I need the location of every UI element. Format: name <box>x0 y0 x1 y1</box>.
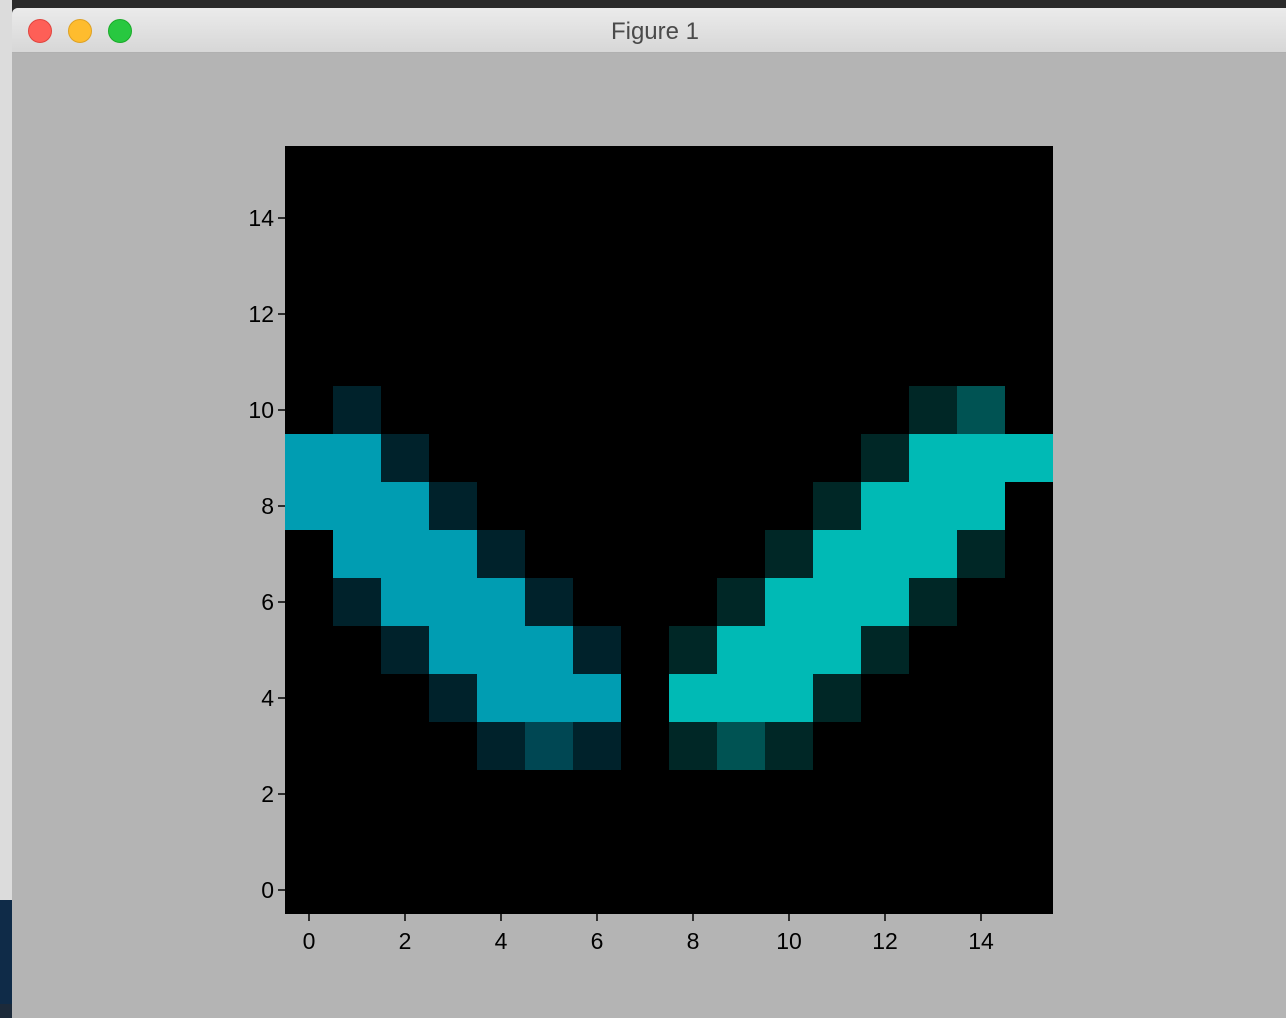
heatmap-cell <box>381 530 429 578</box>
heatmap-cell <box>333 434 381 482</box>
x-tick-label: 8 <box>687 928 700 954</box>
heatmap-cell <box>1005 434 1053 482</box>
y-tick-label: 0 <box>261 877 274 903</box>
heatmap-cell <box>477 722 525 770</box>
heatmap-cell <box>573 722 621 770</box>
heatmap-cell <box>813 530 861 578</box>
heatmap-cell <box>765 530 813 578</box>
heatmap-cell <box>477 578 525 626</box>
heatmap-cell <box>957 482 1005 530</box>
heatmap-cell <box>813 578 861 626</box>
heatmap-cell <box>909 578 957 626</box>
heatmap-cell <box>861 578 909 626</box>
heatmap-cell <box>285 434 333 482</box>
heatmap-cell <box>381 434 429 482</box>
heatmap-cell <box>861 482 909 530</box>
heatmap-cell <box>909 530 957 578</box>
heatmap-cell <box>429 578 477 626</box>
heatmap-cell <box>717 626 765 674</box>
heatmap-cell <box>669 674 717 722</box>
heatmap-cell <box>813 674 861 722</box>
x-tick-label: 12 <box>872 928 898 954</box>
heatmap-cell <box>525 626 573 674</box>
heatmap-cell <box>957 386 1005 434</box>
heatmap-cell <box>381 626 429 674</box>
heatmap-cell <box>381 578 429 626</box>
heatmap-cell <box>765 722 813 770</box>
heatmap-cell <box>381 482 429 530</box>
heatmap-cell <box>525 578 573 626</box>
heatmap-cell <box>525 722 573 770</box>
heatmap-cell <box>717 722 765 770</box>
heatmap-cell <box>813 482 861 530</box>
heatmap-cell <box>285 482 333 530</box>
heatmap-cell <box>429 674 477 722</box>
heatmap-cell <box>861 434 909 482</box>
desktop-background <box>0 0 12 1004</box>
heatmap-cell <box>717 674 765 722</box>
heatmap-cell <box>909 386 957 434</box>
heatmap-cell <box>525 674 573 722</box>
x-tick-label: 0 <box>303 928 316 954</box>
title-bar[interactable]: Figure 1 <box>12 8 1286 53</box>
minimize-button[interactable] <box>68 19 92 43</box>
x-tick-label: 14 <box>968 928 994 954</box>
y-tick-label: 14 <box>248 205 274 231</box>
heatmap-cell <box>333 578 381 626</box>
y-tick-label: 4 <box>261 685 274 711</box>
close-button[interactable] <box>28 19 52 43</box>
window-title: Figure 1 <box>610 18 700 45</box>
x-tick-label: 10 <box>776 928 802 954</box>
y-tick-label: 10 <box>248 397 274 423</box>
y-tick-label: 6 <box>261 589 274 615</box>
axis-ticks: 0 2 4 6 8 10 12 14 0 2 4 6 8 10 12 14 <box>248 205 994 954</box>
heatmap-cell <box>477 530 525 578</box>
heatmap-cell <box>669 722 717 770</box>
heatmap-cell <box>861 626 909 674</box>
x-tick-label: 4 <box>495 928 508 954</box>
heatmap-cell <box>957 434 1005 482</box>
heatmap-cell <box>765 674 813 722</box>
heatmap-cell <box>429 626 477 674</box>
heatmap-cell <box>765 578 813 626</box>
y-tick-label: 2 <box>261 781 274 807</box>
heatmap-cell <box>861 530 909 578</box>
x-tick-label: 2 <box>399 928 412 954</box>
heatmap-cell <box>333 386 381 434</box>
heatmap-cell <box>429 530 477 578</box>
heatmap-cell <box>909 434 957 482</box>
heatmap-cell <box>717 578 765 626</box>
y-tick-label: 8 <box>261 493 274 519</box>
heatmap-cell <box>477 674 525 722</box>
heatmap-cell <box>573 626 621 674</box>
heatmap-cell <box>909 482 957 530</box>
heatmap-cell <box>333 482 381 530</box>
heatmap-cells <box>285 386 1053 770</box>
heatmap-cell <box>813 626 861 674</box>
x-tick-label: 6 <box>591 928 604 954</box>
heatmap-cell <box>957 530 1005 578</box>
heatmap-cell <box>669 626 717 674</box>
maximize-button[interactable] <box>108 19 132 43</box>
y-tick-label: 12 <box>248 301 274 327</box>
heatmap-cell <box>429 482 477 530</box>
heatmap-cell <box>477 626 525 674</box>
heatmap-cell <box>765 626 813 674</box>
heatmap-cell <box>333 530 381 578</box>
heatmap-cell <box>573 674 621 722</box>
